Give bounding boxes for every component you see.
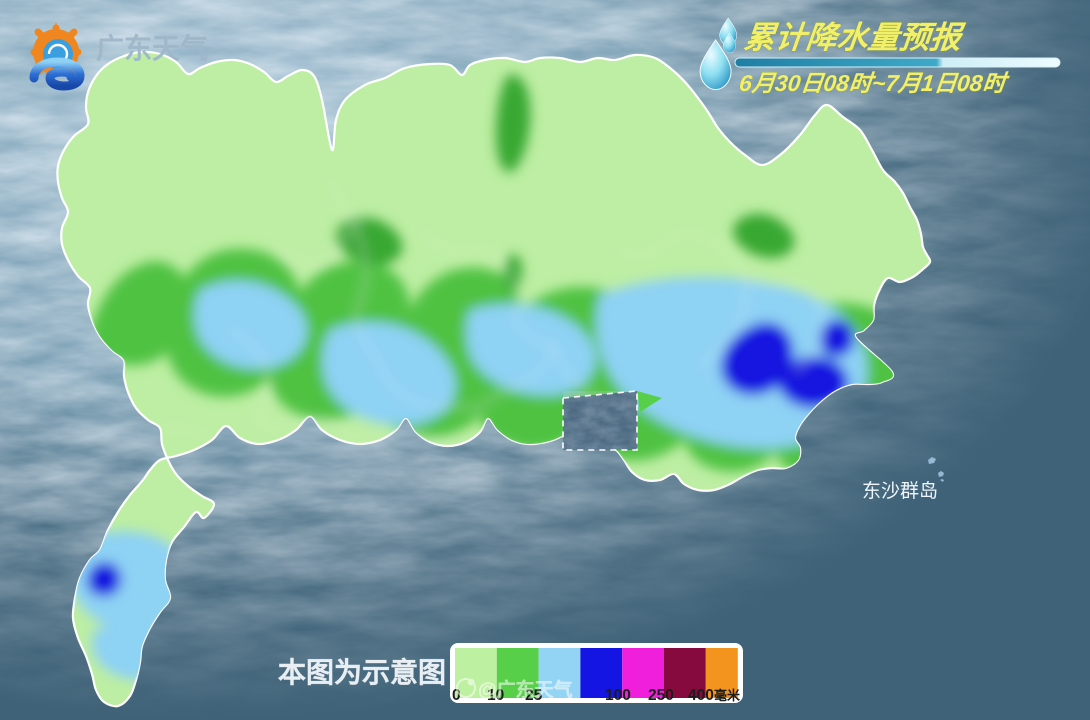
svg-text:@广东天气: @广东天气 xyxy=(478,678,573,701)
svg-text:本图为示意图: 本图为示意图 xyxy=(278,656,446,688)
svg-text:累计降水量预报: 累计降水量预报 xyxy=(742,20,967,55)
svg-text:100: 100 xyxy=(605,687,631,704)
svg-text:250: 250 xyxy=(648,687,674,704)
svg-text:广东天气: 广东天气 xyxy=(96,32,208,64)
svg-text:400: 400 xyxy=(688,687,714,704)
svg-text:东沙群岛: 东沙群岛 xyxy=(862,480,938,502)
svg-text:毫米: 毫米 xyxy=(714,688,741,703)
svg-text:6月30日08时~7月1日08时: 6月30日08时~7月1日08时 xyxy=(738,70,1011,96)
